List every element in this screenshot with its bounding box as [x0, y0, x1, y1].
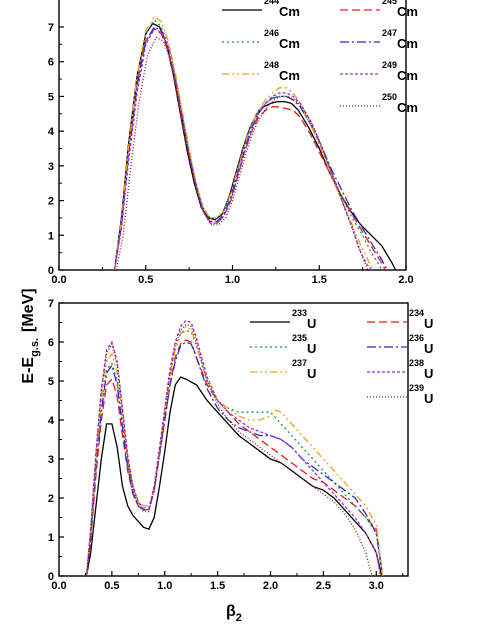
- legend-element: Cm: [279, 36, 300, 51]
- legend-mass-number: 249: [382, 60, 397, 70]
- legend-mass-number: 234: [409, 308, 424, 318]
- x-tick-label: 3.0: [369, 580, 384, 592]
- series-line-250Cm: [115, 36, 369, 270]
- y-tick-label: 0: [48, 571, 54, 583]
- panel-uranium: 0.0 0.5 1.0 1.5 2.0 2.5 3.001234567233U234U235…: [48, 298, 434, 592]
- y-tick-label: 7: [48, 298, 54, 310]
- legend-mass-number: 235: [292, 333, 307, 343]
- x-tick-label: 1.5: [210, 580, 225, 592]
- panel-curium: 0.0 0.5 1.0 1.5 2.001234567244Cm245Cm246Cm24…: [48, 0, 418, 286]
- x-tick-label: 1.5: [312, 274, 327, 286]
- legend-mass-number: 245: [382, 0, 397, 6]
- y-tick-label: 1: [48, 230, 54, 242]
- legend-element: Cm: [279, 68, 300, 83]
- series-line-234U: [85, 339, 384, 576]
- x-tick-label: 2.0: [398, 274, 413, 286]
- legend-mass-number: 247: [382, 28, 397, 38]
- y-axis-unit: [MeV]: [20, 288, 37, 332]
- y-tick-label: 3: [48, 161, 54, 173]
- y-tick-label: 5: [48, 91, 54, 103]
- x-tick-label: 0.0: [51, 274, 66, 286]
- y-tick-label: 4: [48, 415, 55, 427]
- legend-element: U: [307, 316, 316, 331]
- legend-element: Cm: [397, 36, 418, 51]
- y-tick-label: 5: [48, 376, 54, 388]
- y-tick-label: 2: [48, 196, 54, 208]
- x-tick-label: 1.0: [157, 580, 172, 592]
- series-line-245Cm: [113, 27, 386, 270]
- legend-element: U: [424, 366, 433, 381]
- legend-mass-number: 238: [409, 358, 424, 368]
- x-tick-label: 0.5: [104, 580, 119, 592]
- legend-element: U: [424, 316, 433, 331]
- series-line-237U: [85, 325, 384, 576]
- x-axis-symbol: β: [226, 603, 236, 620]
- x-tick-label: 0.5: [138, 274, 153, 286]
- legend-element: Cm: [397, 100, 418, 115]
- axis-titles: β2E-Eg.s.[MeV]: [20, 288, 242, 624]
- y-tick-label: 0: [48, 265, 54, 277]
- series-line-233U: [85, 376, 383, 576]
- series-line-247Cm: [113, 26, 388, 270]
- y-tick-label: 2: [48, 493, 54, 505]
- y-axis-title: E-Eg.s. [MeV]: [20, 288, 41, 383]
- series-line-248Cm: [113, 15, 374, 270]
- y-tick-label: 1: [48, 532, 54, 544]
- x-axis-title: β2: [226, 603, 242, 624]
- y-tick-label: 6: [48, 337, 54, 349]
- series-line-236U: [85, 341, 384, 576]
- x-axis-subscript: 2: [236, 612, 242, 624]
- plot-frame: [58, 0, 407, 271]
- legend-element: U: [307, 366, 316, 381]
- x-tick-label: 1.0: [225, 274, 240, 286]
- legend-mass-number: 250: [382, 92, 397, 102]
- legend-element: U: [307, 341, 316, 356]
- series-line-246Cm: [113, 19, 383, 270]
- legend-element: Cm: [279, 4, 300, 19]
- legend-element: U: [424, 391, 433, 406]
- x-tick-label: 2.0: [263, 580, 278, 592]
- series-line-239U: [85, 323, 373, 576]
- legend-mass-number: 239: [409, 383, 424, 393]
- y-axis-subscript: g.s.: [29, 338, 41, 357]
- y-tick-label: 4: [48, 126, 55, 138]
- legend-element: Cm: [397, 68, 418, 83]
- x-tick-label: 0.0: [51, 580, 66, 592]
- legend-mass-number: 248: [264, 60, 279, 70]
- legend-mass-number: 237: [292, 358, 307, 368]
- y-axis-main: E-E: [20, 357, 37, 384]
- legend-mass-number: 244: [264, 0, 279, 6]
- legend-element: Cm: [397, 4, 418, 19]
- series-line-238U: [85, 319, 382, 576]
- legend-element: U: [424, 341, 433, 356]
- y-tick-label: 6: [48, 57, 54, 69]
- x-tick-label: 2.5: [316, 580, 331, 592]
- series-line-235U: [85, 329, 384, 576]
- legend-mass-number: 233: [292, 308, 307, 318]
- y-tick-label: 7: [48, 22, 54, 34]
- y-tick-label: 3: [48, 454, 54, 466]
- legend-mass-number: 246: [264, 28, 279, 38]
- legend-mass-number: 236: [409, 333, 424, 343]
